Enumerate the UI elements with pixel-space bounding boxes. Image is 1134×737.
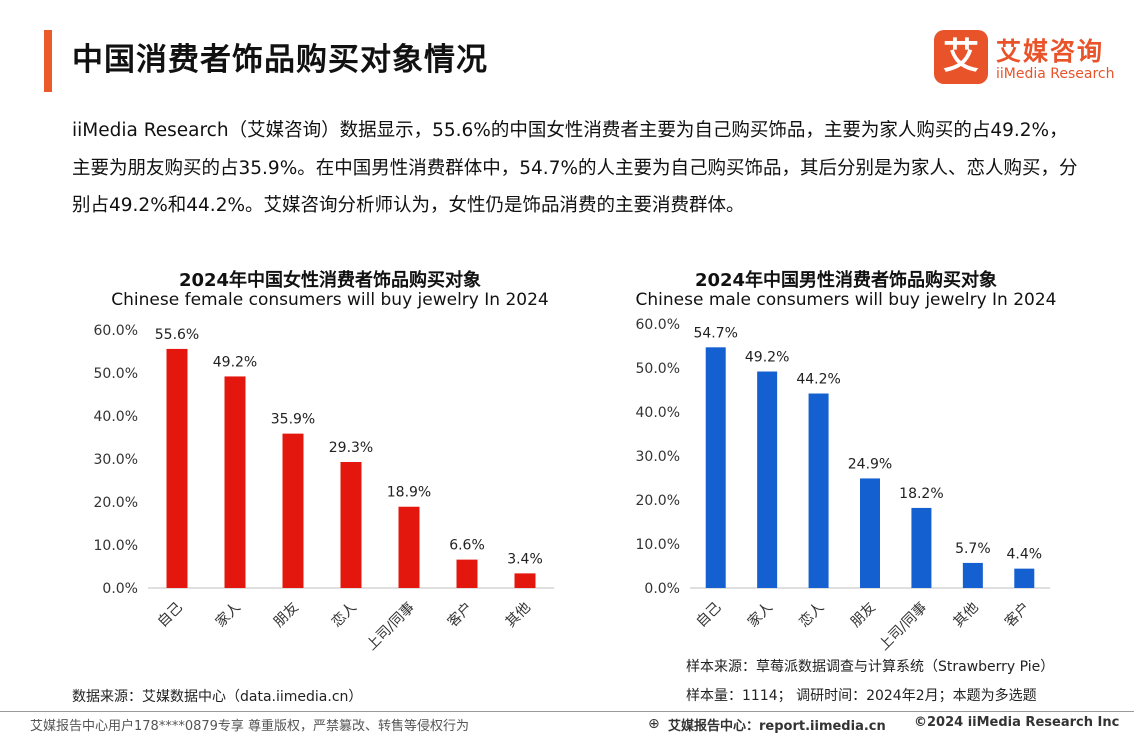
male-bar — [962, 562, 983, 588]
logo-en-text: iiMedia Research — [996, 66, 1115, 82]
male-bar — [1014, 568, 1035, 588]
male-category-label: 恋人 — [796, 599, 828, 631]
female-y-tick-label: 0.0% — [102, 581, 138, 597]
footer-copyright-notice: 艾媒报告中心用户178****0879专享 尊重版权，严禁篡改、转售等侵权行为 — [30, 719, 470, 734]
male-bar — [808, 393, 829, 588]
female-bar-value-label: 49.2% — [213, 354, 257, 370]
male-category-label: 上司/同事 — [876, 600, 930, 654]
title-accent-bar — [44, 30, 52, 92]
female-y-tick-label: 50.0% — [94, 366, 138, 382]
female-bar-value-label: 18.9% — [387, 485, 431, 501]
male-y-tick-label: 40.0% — [636, 405, 680, 421]
logo-mark-icon: 艾 — [934, 30, 988, 84]
sample-size-note: 样本量：1114； 调研时间：2024年2月；本题为多选题 — [686, 688, 1037, 704]
iimedia-logo: 艾 艾媒咨询 iiMedia Research — [934, 30, 1124, 86]
male-chart-title: 2024年中国男性消费者饰品购买对象 — [694, 270, 998, 291]
female-bar-value-label: 29.3% — [329, 440, 373, 456]
female-bar — [282, 433, 304, 588]
female-y-tick-label: 30.0% — [94, 452, 138, 468]
female-y-tick-label: 60.0% — [94, 323, 138, 339]
female-y-tick-label: 40.0% — [94, 409, 138, 425]
data-source-note: 数据来源：艾媒数据中心（data.iimedia.cn） — [72, 689, 363, 705]
male-category-label: 其他 — [951, 600, 982, 631]
male-bar — [911, 507, 932, 588]
male-bar-value-label: 54.7% — [693, 325, 737, 341]
logo-cn-text: 艾媒咨询 — [996, 37, 1105, 66]
male-bar-value-label: 18.2% — [899, 486, 943, 502]
male-bar-value-label: 49.2% — [745, 350, 789, 366]
female-chart-title: 2024年中国女性消费者饰品购买对象 — [178, 270, 482, 291]
globe-icon: ⊕ — [648, 716, 660, 732]
female-bar — [224, 376, 246, 588]
female-bar — [456, 559, 478, 588]
male-category-label: 客户 — [1001, 599, 1033, 631]
male-bar-value-label: 5.7% — [955, 541, 991, 557]
male-category-label: 朋友 — [848, 600, 879, 631]
female-bar — [398, 506, 420, 588]
female-bar — [514, 573, 536, 588]
female-bar-value-label: 3.4% — [507, 551, 543, 567]
male-bar-value-label: 44.2% — [796, 372, 840, 388]
male-bar — [705, 347, 726, 588]
intro-paragraph: iiMedia Research（艾媒咨询）数据显示，55.6%的中国女性消费者… — [72, 120, 1078, 216]
male-y-tick-label: 10.0% — [636, 537, 680, 553]
male-category-label: 自己 — [693, 600, 724, 631]
logo-mark-glyph: 艾 — [942, 36, 979, 77]
female-bar — [166, 348, 188, 588]
female-chart-subtitle: Chinese female consumers will buy jewelr… — [111, 290, 549, 310]
female-bar-value-label: 6.6% — [449, 538, 485, 554]
female-bar-value-label: 35.9% — [271, 412, 315, 428]
footer-divider — [0, 711, 1134, 712]
male-bar-value-label: 24.9% — [848, 456, 892, 472]
footer-report-link[interactable]: 艾媒报告中心：report.iimedia.cn — [668, 719, 886, 734]
male-y-tick-label: 50.0% — [636, 361, 680, 377]
male-y-tick-label: 20.0% — [636, 493, 680, 509]
male-y-tick-label: 60.0% — [636, 317, 680, 333]
male-chart-subtitle: Chinese male consumers will buy jewelry … — [635, 290, 1057, 310]
female-bar-value-label: 55.6% — [155, 327, 199, 343]
page-title: 中国消费者饰品购买对象情况 — [72, 42, 488, 78]
male-bar — [860, 478, 880, 588]
female-y-tick-label: 20.0% — [94, 495, 138, 511]
sample-source-note: 样本来源：草莓派数据调查与计算系统（Strawberry Pie） — [686, 659, 1055, 675]
female-bar — [340, 462, 362, 588]
male-bar-value-label: 4.4% — [1006, 547, 1042, 563]
male-y-tick-label: 30.0% — [636, 449, 680, 465]
male-category-label: 家人 — [744, 599, 776, 631]
female-y-tick-label: 10.0% — [94, 538, 138, 554]
male-y-tick-label: 0.0% — [644, 581, 680, 597]
male-bar — [757, 371, 778, 588]
footer-company: ©2024 iiMedia Research Inc — [914, 715, 1120, 730]
